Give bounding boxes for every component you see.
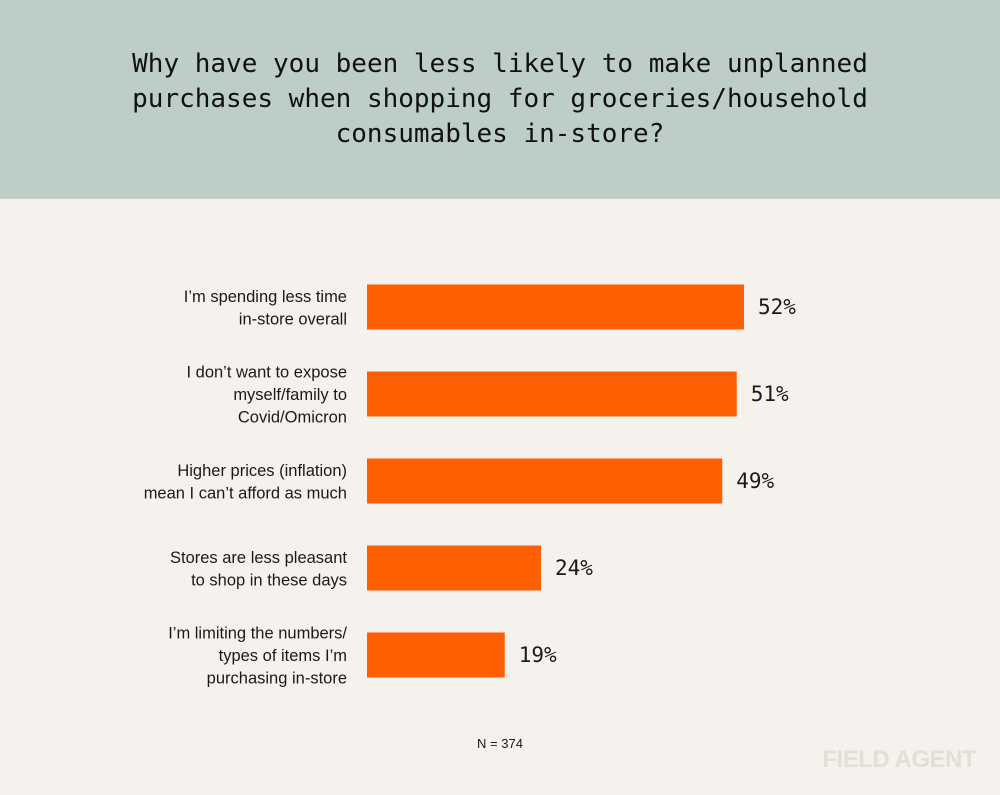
bar-value-label: 19% — [519, 643, 557, 667]
bar — [367, 458, 723, 504]
category-label: Stores are less pleasant to shop in these… — [170, 549, 347, 590]
chart-title: Why have you been less likely to make un… — [132, 49, 868, 149]
title-banner: Why have you been less likely to make un… — [0, 0, 1000, 199]
category-label-line: in-store overall — [239, 310, 347, 328]
category-label-line: Higher prices (inflation) — [177, 462, 347, 480]
category-label-line: myself/family to — [233, 386, 347, 404]
bar — [367, 632, 505, 678]
category-label-line: mean I can’t afford as much — [144, 484, 347, 502]
bar — [367, 545, 541, 591]
category-label-line: purchasing in-store — [207, 670, 347, 688]
category-label-line: to shop in these days — [191, 571, 347, 589]
bar-value-label: 49% — [736, 469, 774, 493]
category-label-line: types of items I’m — [219, 647, 347, 665]
category-label-line: I don’t want to expose — [186, 364, 347, 382]
category-label: I’m spending less time in-store overall — [184, 288, 347, 329]
bar-value-label: 24% — [555, 556, 593, 580]
category-label-line: I’m spending less time — [184, 288, 347, 306]
category-label-line: Covid/Omicron — [238, 409, 347, 427]
bar-chart: 52% I’m spending less time in-store overal… — [144, 284, 796, 688]
bar — [367, 284, 744, 330]
field-agent-logo: FIELD AGENT — [822, 746, 976, 773]
category-label: I don’t want to expose myself/family to Co… — [186, 364, 347, 427]
category-label: Higher prices (inflation) mean I can’t af… — [144, 462, 347, 503]
category-label-line: Stores are less pleasant — [170, 549, 347, 567]
sample-size-note: N = 374 — [477, 736, 523, 751]
bar-value-label: 51% — [751, 382, 789, 406]
category-label-line: I’m limiting the numbers/ — [168, 625, 347, 643]
category-label: I’m limiting the numbers/types of items … — [168, 625, 347, 688]
bar-value-label: 52% — [758, 295, 796, 319]
bar — [367, 371, 737, 417]
